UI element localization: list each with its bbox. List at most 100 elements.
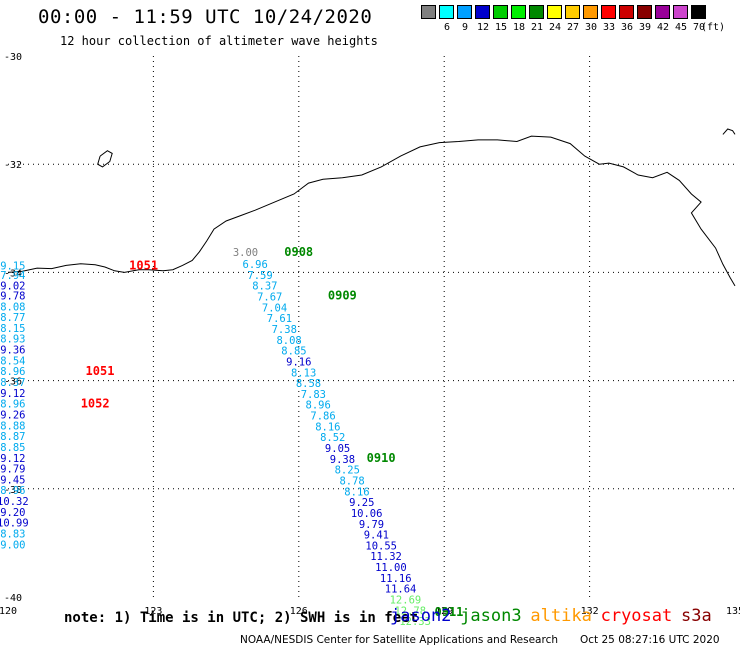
legend-swatch — [529, 5, 544, 19]
swh-reading: 9.12 — [0, 388, 25, 400]
legend-swatch — [457, 5, 472, 19]
swh-reading: 12.33 — [399, 616, 431, 628]
swh-reading: 9.78 — [0, 290, 25, 302]
pass-time-label: 0910 — [367, 451, 396, 465]
swh-reading: 8.96 — [0, 366, 25, 378]
swh-reading: 9.41 — [364, 530, 389, 542]
legend-label: 70 — [693, 22, 706, 33]
satellite-name: jason3 — [460, 606, 522, 626]
swh-reading: 3.00 — [233, 247, 258, 259]
legend-label: 36 — [621, 22, 634, 33]
swh-reading: 7.67 — [257, 292, 282, 304]
swh-reading: 10.99 — [0, 518, 29, 530]
latitude-tick-label: -38 — [4, 485, 22, 496]
satellite-name: jason2 — [390, 606, 452, 626]
swh-reading: 9.38 — [330, 454, 355, 466]
longitude-tick-label: 129 — [435, 606, 453, 617]
swh-reading: 8.25 — [335, 465, 360, 477]
swh-reading: 7.61 — [267, 313, 292, 325]
swh-reading: 10.32 — [0, 496, 29, 508]
longitude-tick-label: 135 — [726, 606, 740, 617]
map-title: 00:00 - 11:59 UTC 10/24/2020 — [38, 6, 373, 28]
satellite-name: altika — [530, 606, 592, 626]
swh-reading: 9.36 — [0, 345, 25, 357]
legend-swatch — [475, 5, 490, 19]
swh-reading: 9.12 — [0, 453, 25, 465]
island-outline — [97, 150, 113, 168]
swh-reading: 9.79 — [359, 519, 384, 531]
swh-reading: 11.16 — [380, 573, 412, 585]
coastline — [7, 135, 736, 287]
map-subtitle: 12 hour collection of altimeter wave hei… — [60, 34, 378, 48]
legend-label: 6 — [444, 22, 451, 33]
swh-reading: 8.52 — [320, 432, 345, 444]
longitude-tick-label: 123 — [144, 606, 162, 617]
swh-reading: 8.85 — [281, 346, 306, 358]
swh-reading: 8.96 — [0, 399, 25, 411]
swh-reading: 8.37 — [252, 281, 277, 293]
latitude-tick-label: -30 — [4, 52, 22, 63]
legend-swatch — [565, 5, 580, 19]
latitude-tick-label: -34 — [4, 268, 22, 279]
swh-reading: 11.00 — [375, 562, 407, 574]
swh-reading: 8.37 — [0, 377, 25, 389]
generated-timestamp: Oct 25 08:27:16 UTC 2020 — [580, 634, 720, 646]
swh-reading: 9.00 — [0, 539, 25, 551]
legend-swatch — [511, 5, 526, 19]
swh-reading: 7.83 — [301, 389, 326, 401]
pass-time-label: 0908 — [284, 245, 313, 259]
swh-reading: 8.85 — [0, 442, 25, 454]
swh-reading: 9.26 — [0, 409, 25, 421]
legend-label: 42 — [657, 22, 670, 33]
swh-reading: 8.88 — [0, 420, 25, 432]
swh-reading: 8.16 — [315, 421, 340, 433]
legend-swatch — [493, 5, 508, 19]
pass-time-label: 1051 — [86, 364, 115, 378]
swh-reading: 8.58 — [296, 378, 321, 390]
swh-reading: 8.83 — [0, 528, 25, 540]
legend-swatch — [421, 5, 436, 19]
legend-label: 39 — [639, 22, 652, 33]
swh-reading: 10.55 — [365, 540, 397, 552]
pass-time-label: 0909 — [328, 288, 357, 302]
swh-reading: 8.78 — [339, 475, 364, 487]
legend-swatch — [583, 5, 598, 19]
swh-reading: 8.08 — [0, 301, 25, 313]
latitude-tick-label: -32 — [4, 160, 22, 171]
swh-reading: 10.06 — [351, 508, 383, 520]
swh-reading: 8.87 — [0, 431, 25, 443]
swh-reading: 6.96 — [243, 259, 268, 271]
swh-reading: 8.96 — [0, 485, 25, 497]
legend-label: 30 — [585, 22, 598, 33]
swh-reading: 9.05 — [325, 443, 350, 455]
legend-label: 33 — [603, 22, 616, 33]
swh-reading: 7.38 — [272, 324, 297, 336]
satellite-name: s3a — [681, 606, 712, 626]
swh-reading: 8.16 — [344, 486, 369, 498]
swh-reading: 8.93 — [0, 334, 25, 346]
swh-reading: 7.04 — [262, 302, 287, 314]
longitude-tick-label: 120 — [0, 606, 17, 617]
swh-reading: 8.96 — [306, 400, 331, 412]
latitude-tick-label: -36 — [4, 377, 22, 388]
swh-reading: 12.78 — [394, 605, 426, 617]
swh-reading: 9.45 — [0, 474, 25, 486]
swh-reading: 11.32 — [370, 551, 402, 563]
legend-label: 24 — [549, 22, 562, 33]
swh-reading: 8.77 — [0, 312, 25, 324]
swh-reading: 9.25 — [349, 497, 374, 509]
swh-reading: 9.79 — [0, 464, 25, 476]
credit-line: NOAA/NESDIS Center for Satellite Applica… — [240, 634, 558, 646]
legend-swatch — [601, 5, 616, 19]
swh-reading: 7.86 — [310, 411, 335, 423]
pass-time-label: 1051 — [129, 259, 158, 273]
pass-time-label: 0911 — [435, 605, 464, 619]
legend-label: 27 — [567, 22, 580, 33]
legend-swatch — [637, 5, 652, 19]
legend-swatch — [547, 5, 562, 19]
legend-label: 15 — [495, 22, 508, 33]
swh-reading: 9.02 — [0, 281, 25, 293]
satellite-name: cryosat — [600, 606, 673, 626]
